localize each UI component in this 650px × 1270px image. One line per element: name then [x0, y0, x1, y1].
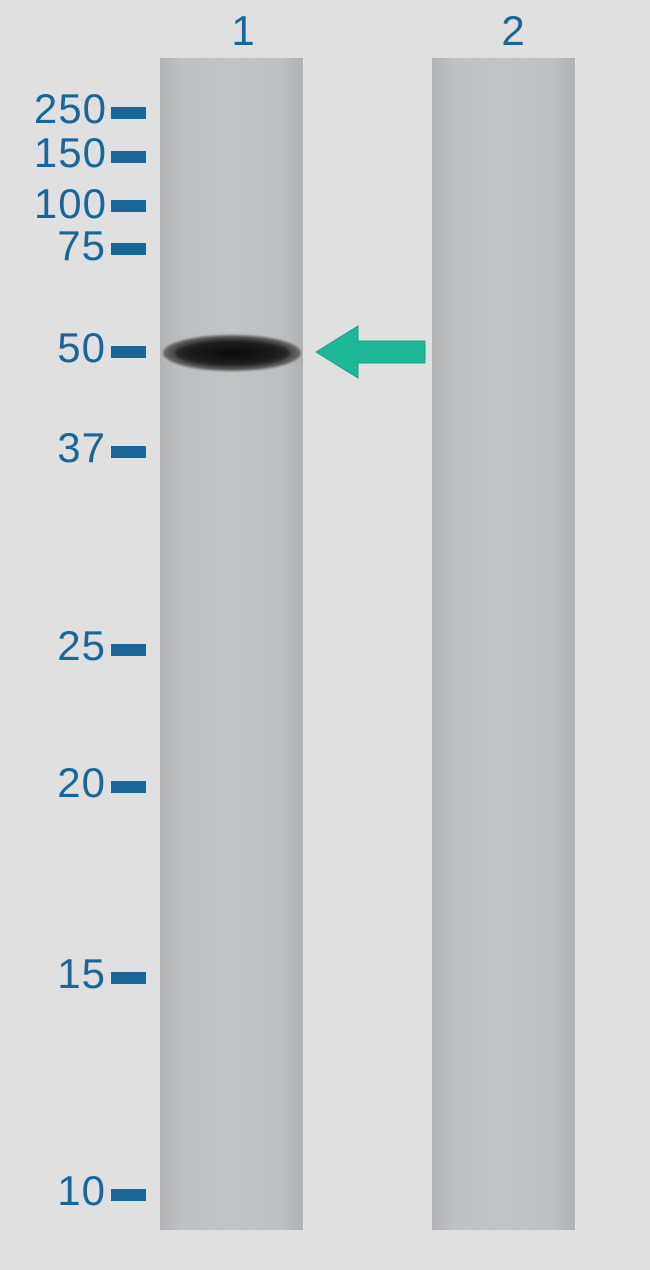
- mw-100-label: 100: [21, 180, 107, 228]
- mw-150-tick: [111, 151, 146, 163]
- mw-15-tick: [111, 972, 146, 984]
- mw-50-tick: [111, 346, 146, 358]
- mw-25-tick: [111, 644, 146, 656]
- band-indicator-arrow-icon: [313, 322, 428, 382]
- mw-75-label: 75: [40, 222, 106, 270]
- mw-25-label: 25: [40, 622, 106, 670]
- mw-20-label: 20: [40, 759, 106, 807]
- lane-1: [160, 58, 303, 1230]
- mw-150-label: 150: [21, 129, 107, 177]
- mw-37-label: 37: [40, 424, 106, 472]
- mw-20-tick: [111, 781, 146, 793]
- mw-100-tick: [111, 200, 146, 212]
- western-blot-figure: 1 2 250 150 100 75 50 37 25 20 15 10: [0, 0, 650, 1270]
- mw-10-label: 10: [40, 1167, 106, 1215]
- lane-1-label: 1: [223, 7, 263, 55]
- lane-2-label: 2: [493, 7, 533, 55]
- mw-250-tick: [111, 107, 146, 119]
- protein-band-core: [175, 340, 290, 366]
- mw-37-tick: [111, 446, 146, 458]
- lane-2: [432, 58, 575, 1230]
- mw-75-tick: [111, 243, 146, 255]
- mw-15-label: 15: [40, 950, 106, 998]
- mw-250-label: 250: [1, 85, 107, 133]
- mw-10-tick: [111, 1189, 146, 1201]
- mw-50-label: 50: [40, 324, 106, 372]
